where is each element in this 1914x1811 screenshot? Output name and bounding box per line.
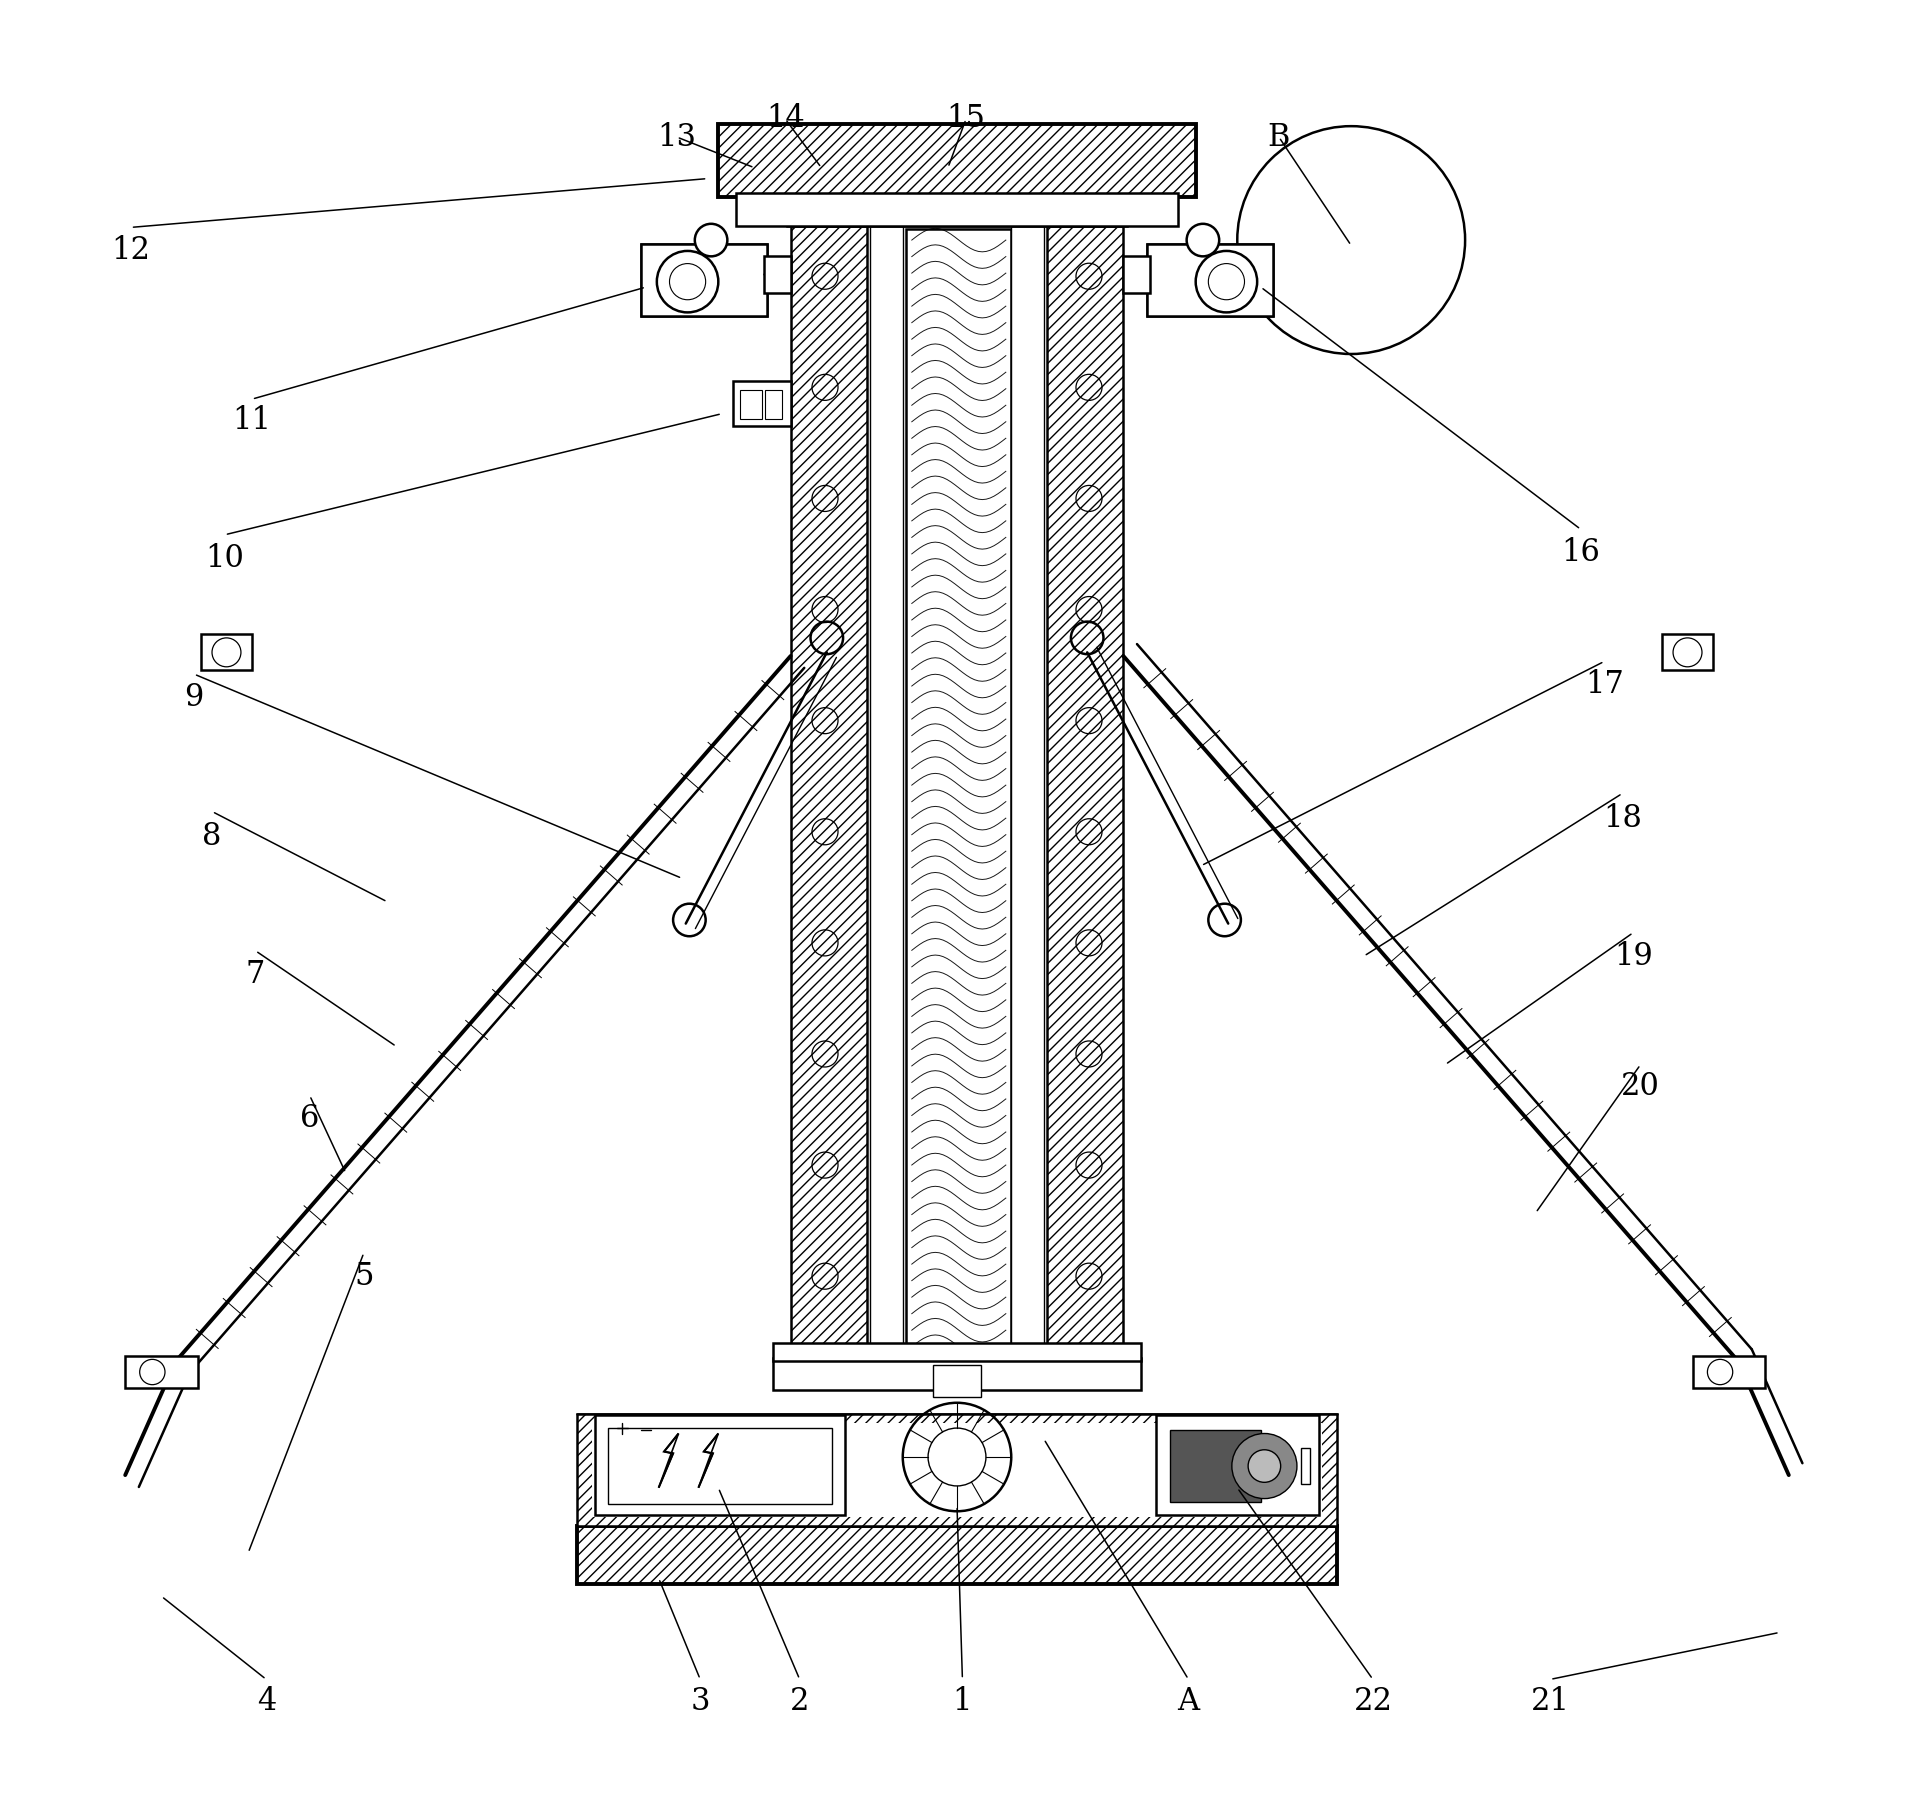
Bar <box>733 380 790 426</box>
Bar <box>741 389 762 418</box>
Bar <box>934 1365 980 1398</box>
Bar <box>1694 1356 1765 1389</box>
Bar <box>201 634 253 670</box>
Text: 4: 4 <box>256 1686 276 1717</box>
Bar <box>595 1416 844 1514</box>
Bar <box>1169 1431 1261 1501</box>
Bar <box>871 226 903 1362</box>
Text: 1: 1 <box>953 1686 972 1717</box>
Bar <box>1146 244 1273 317</box>
Circle shape <box>1196 252 1257 313</box>
Circle shape <box>1248 1451 1280 1483</box>
Bar <box>766 389 781 418</box>
Bar <box>641 244 768 317</box>
Bar <box>718 125 1196 197</box>
Text: 5: 5 <box>354 1260 373 1291</box>
Bar <box>591 1423 1323 1516</box>
Text: 2: 2 <box>790 1686 810 1717</box>
Bar <box>609 1429 833 1503</box>
Text: 8: 8 <box>203 820 222 853</box>
Bar <box>737 194 1177 226</box>
Text: A: A <box>1177 1686 1200 1717</box>
Circle shape <box>657 252 718 313</box>
Bar <box>907 230 1011 1358</box>
Text: 14: 14 <box>766 103 804 134</box>
Circle shape <box>695 225 727 257</box>
Text: 21: 21 <box>1531 1686 1569 1717</box>
Text: 18: 18 <box>1604 804 1642 835</box>
Text: 12: 12 <box>111 235 149 266</box>
Circle shape <box>1236 127 1464 353</box>
Bar <box>578 1414 1336 1525</box>
Text: 10: 10 <box>205 543 245 574</box>
Text: 13: 13 <box>657 121 697 152</box>
Bar <box>787 197 1127 226</box>
Bar <box>1156 1416 1319 1514</box>
Text: 19: 19 <box>1614 940 1652 973</box>
Text: 6: 6 <box>300 1103 320 1134</box>
Bar <box>764 257 790 293</box>
Text: 9: 9 <box>184 683 203 714</box>
Bar <box>1146 244 1273 317</box>
Circle shape <box>1187 225 1219 257</box>
Text: 20: 20 <box>1621 1070 1659 1101</box>
Text: B: B <box>1267 121 1290 152</box>
Bar <box>1011 226 1043 1362</box>
Text: 3: 3 <box>691 1686 710 1717</box>
Text: 17: 17 <box>1585 670 1623 701</box>
Bar <box>124 1356 197 1389</box>
Bar <box>578 1525 1336 1583</box>
Bar <box>641 244 768 317</box>
Circle shape <box>1233 1434 1298 1498</box>
Bar <box>790 226 867 1362</box>
Text: 22: 22 <box>1353 1686 1391 1717</box>
Bar <box>1047 226 1124 1362</box>
Text: 15: 15 <box>947 103 986 134</box>
Bar <box>773 1344 1141 1362</box>
Bar <box>1300 1449 1309 1485</box>
Bar <box>1661 634 1713 670</box>
Text: 11: 11 <box>232 406 272 436</box>
Text: 7: 7 <box>245 958 266 991</box>
Bar <box>1124 257 1150 293</box>
Bar <box>718 125 1196 197</box>
Bar <box>773 1358 1141 1391</box>
Text: 16: 16 <box>1562 538 1600 569</box>
